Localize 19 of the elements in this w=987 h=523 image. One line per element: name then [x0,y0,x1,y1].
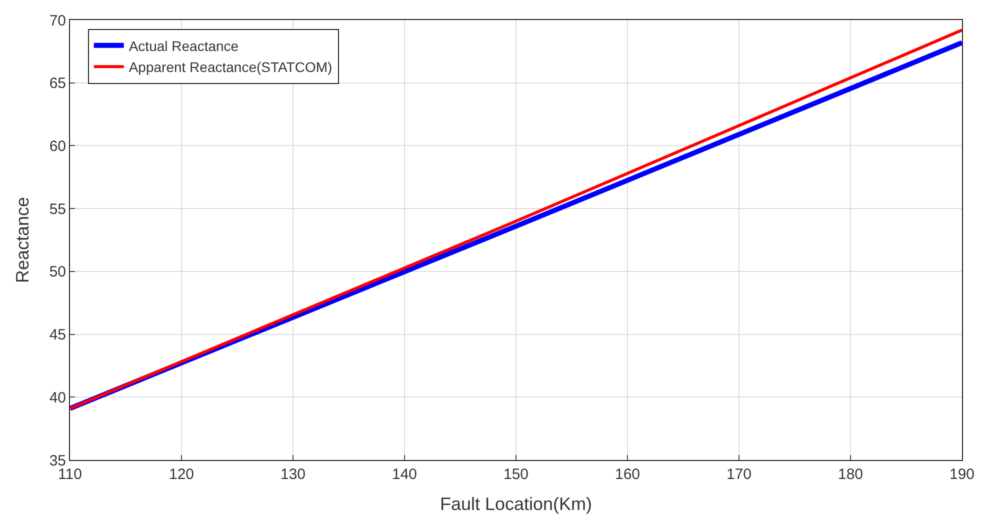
x-tick-label: 180 [838,466,864,483]
y-tick-label: 45 [49,326,66,344]
y-tick-label: 65 [49,75,66,92]
y-tick-label: 40 [49,389,66,406]
legend-label: Apparent Reactance(STATCOM) [128,59,332,76]
y-tick-label: 60 [49,138,66,155]
x-tick-label: 120 [168,466,194,483]
x-tick-label: 190 [949,466,975,483]
y-tick-label: 70 [49,12,66,30]
x-axis-title: Fault Location(Km) [440,494,592,514]
legend-label: Actual Reactance [128,38,239,54]
y-axis-title: Reactance [12,196,33,284]
x-tick-label: 130 [280,466,306,483]
x-tick-label: 140 [392,466,418,483]
y-tick-label: 50 [49,264,66,281]
x-tick-label: 160 [614,466,640,483]
x-tick-label: 150 [503,466,529,483]
x-tick-label: 170 [726,466,752,483]
y-tick-label: 55 [49,200,66,218]
